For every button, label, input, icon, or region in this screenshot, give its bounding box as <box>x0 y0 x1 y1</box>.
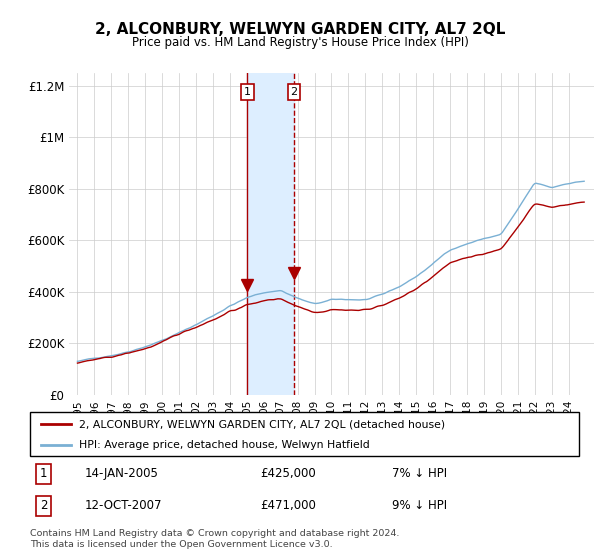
Text: Price paid vs. HM Land Registry's House Price Index (HPI): Price paid vs. HM Land Registry's House … <box>131 36 469 49</box>
Text: Contains HM Land Registry data © Crown copyright and database right 2024.
This d: Contains HM Land Registry data © Crown c… <box>30 529 400 549</box>
Text: HPI: Average price, detached house, Welwyn Hatfield: HPI: Average price, detached house, Welw… <box>79 440 370 450</box>
Bar <box>247 73 294 395</box>
Text: 14-JAN-2005: 14-JAN-2005 <box>85 468 159 480</box>
Text: 2: 2 <box>40 500 47 512</box>
Text: 1: 1 <box>40 468 47 480</box>
Text: 7% ↓ HPI: 7% ↓ HPI <box>392 468 448 480</box>
Text: 9% ↓ HPI: 9% ↓ HPI <box>392 500 448 512</box>
Text: 1: 1 <box>244 87 251 97</box>
Text: £425,000: £425,000 <box>260 468 316 480</box>
Text: 2: 2 <box>290 87 298 97</box>
Text: 2, ALCONBURY, WELWYN GARDEN CITY, AL7 2QL (detached house): 2, ALCONBURY, WELWYN GARDEN CITY, AL7 2Q… <box>79 419 446 429</box>
Text: 12-OCT-2007: 12-OCT-2007 <box>85 500 163 512</box>
Text: 2, ALCONBURY, WELWYN GARDEN CITY, AL7 2QL: 2, ALCONBURY, WELWYN GARDEN CITY, AL7 2Q… <box>95 22 505 38</box>
Text: £471,000: £471,000 <box>260 500 316 512</box>
